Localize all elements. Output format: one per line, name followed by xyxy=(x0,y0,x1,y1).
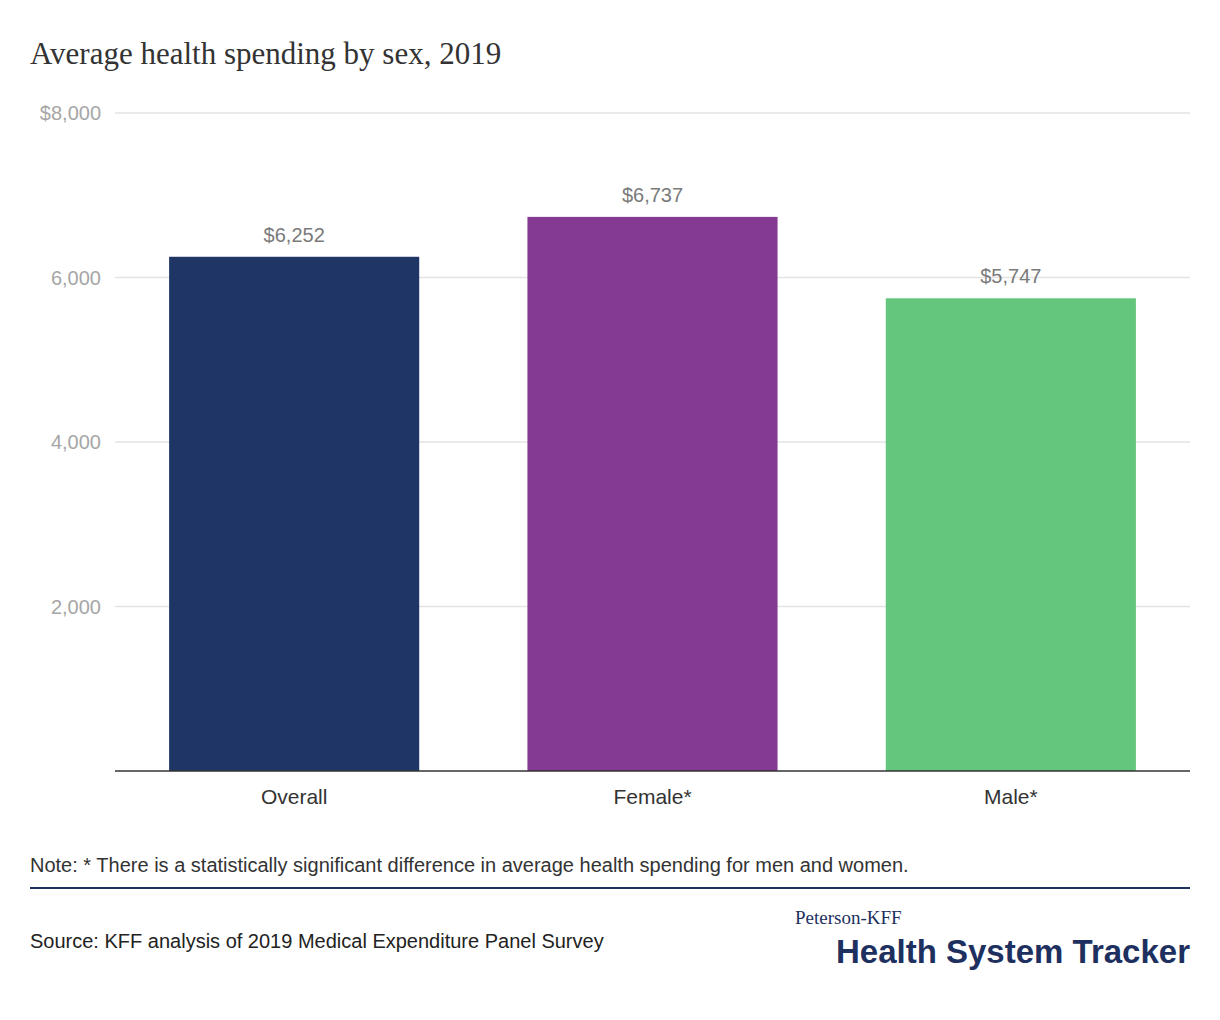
data-label: $6,252 xyxy=(264,224,325,246)
x-tick-label: Female* xyxy=(613,785,691,808)
brand-top: Peterson-KFF xyxy=(795,907,902,928)
bar xyxy=(886,298,1136,771)
y-tick-label: $8,000 xyxy=(40,102,101,124)
source: Source: KFF analysis of 2019 Medical Exp… xyxy=(30,930,604,952)
x-tick-label: Male* xyxy=(984,785,1038,808)
bar xyxy=(169,257,419,771)
note: Note: * There is a statistically signifi… xyxy=(30,854,909,876)
y-tick-label: 4,000 xyxy=(51,431,101,453)
grid-line xyxy=(115,112,1190,114)
bars xyxy=(169,217,1136,771)
chart: Average health spending by sex, 2019 2,00… xyxy=(0,0,1220,1020)
brand-name: Health System Tracker xyxy=(836,933,1190,970)
y-tick-label: 2,000 xyxy=(51,596,101,618)
labels: $6,252 Overall $6,737 Female* $5,747 Male* xyxy=(261,184,1042,808)
bar xyxy=(527,217,777,771)
x-tick-label: Overall xyxy=(261,785,328,808)
data-label: $5,747 xyxy=(980,265,1041,287)
data-label: $6,737 xyxy=(622,184,683,206)
background xyxy=(0,0,1220,1020)
y-tick-label: 6,000 xyxy=(51,267,101,289)
x-axis-line xyxy=(115,770,1190,772)
title: Average health spending by sex, 2019 xyxy=(30,36,501,71)
divider xyxy=(30,887,1190,889)
